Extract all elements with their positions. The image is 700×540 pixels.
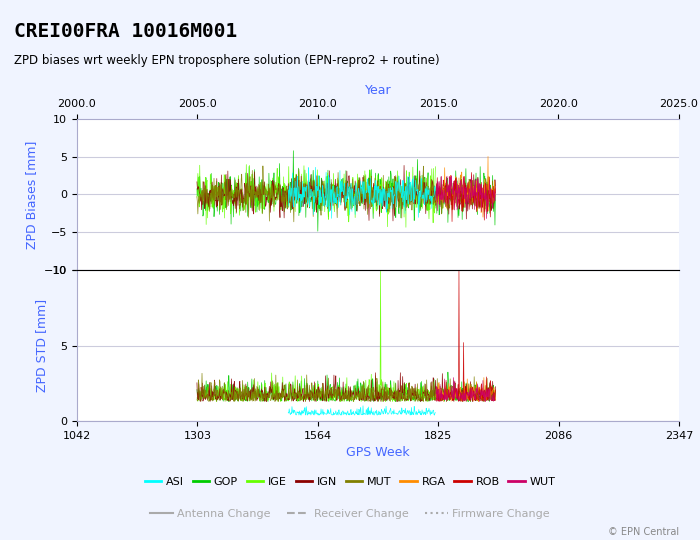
X-axis label: Year: Year	[365, 84, 391, 97]
X-axis label: GPS Week: GPS Week	[346, 447, 410, 460]
Legend: Antenna Change, Receiver Change, Firmware Change: Antenna Change, Receiver Change, Firmwar…	[146, 505, 554, 524]
Text: © EPN Central: © EPN Central	[608, 527, 679, 537]
Y-axis label: ZPD STD [mm]: ZPD STD [mm]	[35, 299, 48, 392]
Y-axis label: ZPD Biases [mm]: ZPD Biases [mm]	[25, 140, 38, 248]
Text: CREI00FRA 10016M001: CREI00FRA 10016M001	[14, 22, 237, 40]
Text: ZPD biases wrt weekly EPN troposphere solution (EPN-repro2 + routine): ZPD biases wrt weekly EPN troposphere so…	[14, 54, 440, 67]
Legend: ASI, GOP, IGE, IGN, MUT, RGA, ROB, WUT: ASI, GOP, IGE, IGN, MUT, RGA, ROB, WUT	[140, 472, 560, 491]
